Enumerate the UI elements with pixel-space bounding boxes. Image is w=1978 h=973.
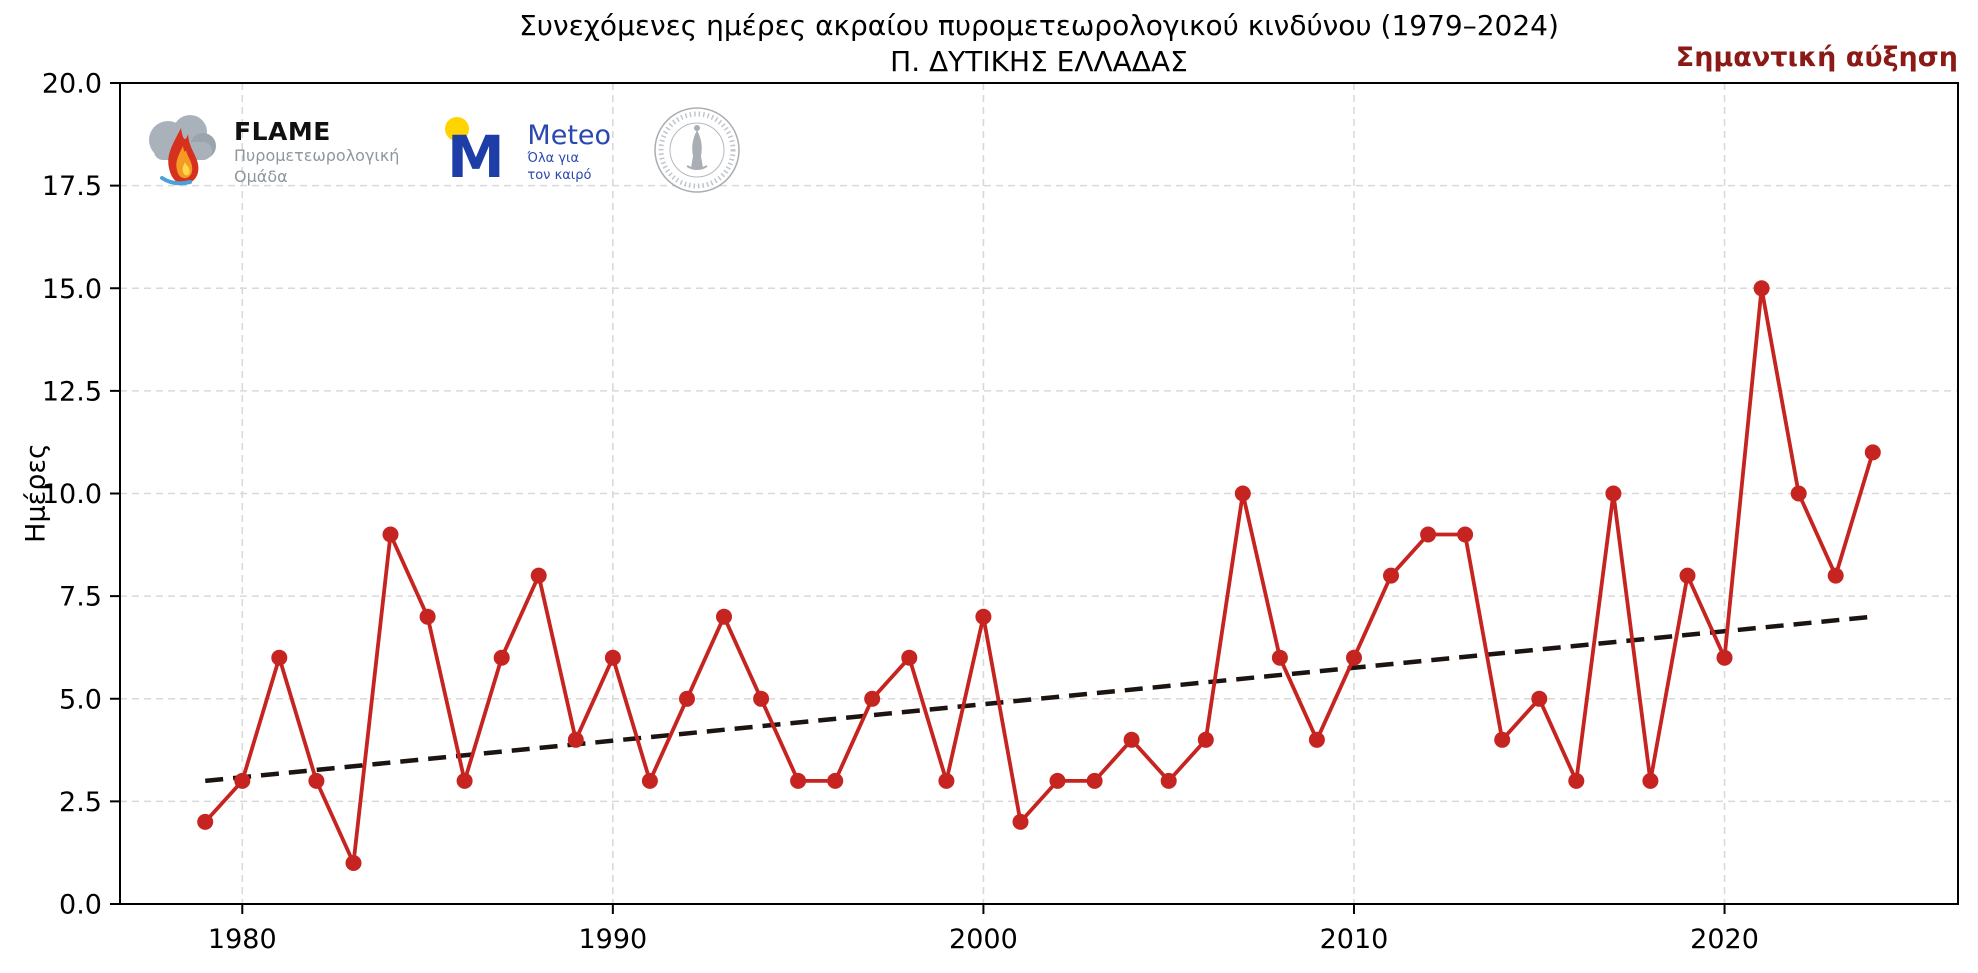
data-point bbox=[790, 772, 807, 789]
y-axis-ticks: 0.0 2.5 5.0 7.5 10.0 12.5 15.0 17.5 20.0 bbox=[42, 69, 120, 921]
data-point bbox=[1494, 731, 1511, 748]
y-tick-label: 7.5 bbox=[59, 582, 102, 613]
data-point bbox=[1234, 485, 1251, 502]
data-point bbox=[345, 855, 362, 871]
data-point bbox=[1642, 772, 1659, 789]
y-tick-label: 12.5 bbox=[42, 376, 102, 407]
data-point bbox=[1308, 731, 1325, 748]
data-point bbox=[197, 813, 214, 830]
data-point bbox=[1568, 772, 1585, 789]
x-tick-label: 1980 bbox=[208, 924, 277, 955]
series-line bbox=[203, 286, 1875, 865]
data-point bbox=[1605, 485, 1622, 502]
meteo-logo: M Meteo Όλα για τον καιρό bbox=[441, 115, 611, 191]
y-tick-label: 10.0 bbox=[42, 479, 102, 510]
y-tick-label: 15.0 bbox=[42, 274, 102, 305]
y-axis-label: Ημέρες bbox=[20, 443, 52, 543]
chart-subtitle: Π. ΔΥΤΙΚΗΣ ΕΛΛΑΔΑΣ bbox=[890, 45, 1188, 79]
data-point bbox=[1790, 485, 1807, 502]
gridlines bbox=[120, 82, 1958, 905]
data-point bbox=[1457, 526, 1474, 543]
data-point bbox=[1420, 526, 1437, 543]
flame-logo: FLAME Πυρομετεωρολογική Ομάδα bbox=[140, 106, 399, 198]
meteo-logo-tagline2: τον καιρό bbox=[527, 167, 592, 183]
data-point bbox=[1346, 649, 1362, 666]
data-point bbox=[1160, 772, 1177, 789]
data-point bbox=[382, 526, 399, 543]
data-point bbox=[753, 690, 770, 707]
data-point bbox=[864, 690, 881, 707]
meteo-logo-name: Meteo bbox=[527, 120, 612, 152]
series-markers bbox=[197, 280, 1881, 871]
data-point bbox=[604, 649, 621, 666]
x-tick-label: 2000 bbox=[949, 924, 1018, 955]
y-tick-label: 17.5 bbox=[42, 171, 102, 202]
data-point bbox=[1049, 772, 1066, 789]
logo-row: FLAME Πυρομετεωρολογική Ομάδα M Meteo Όλ… bbox=[140, 106, 741, 198]
data-point bbox=[1271, 649, 1288, 666]
chart-title: Συνεχόμενες ημέρες ακραίου πυρομετεωρολο… bbox=[519, 9, 1559, 42]
data-point bbox=[456, 772, 473, 789]
data-point bbox=[1086, 772, 1103, 789]
data-point bbox=[716, 608, 732, 625]
data-point bbox=[1531, 690, 1548, 707]
data-point bbox=[308, 772, 325, 789]
meteo-logo-icon: M bbox=[441, 115, 515, 191]
y-tick-label: 20.0 bbox=[42, 69, 102, 100]
flame-logo-sub2: Ομάδα bbox=[234, 166, 288, 186]
data-point bbox=[493, 649, 510, 666]
flame-logo-text: FLAME Πυρομετεωρολογική Ομάδα bbox=[234, 117, 399, 188]
x-tick-label: 2010 bbox=[1320, 924, 1389, 955]
y-tick-label: 0.0 bbox=[59, 890, 102, 921]
trend-annotation: Σημαντική αύξηση bbox=[1675, 42, 1958, 73]
data-point bbox=[1012, 813, 1029, 830]
data-point bbox=[901, 649, 918, 666]
flame-logo-sub1: Πυρομετεωρολογική bbox=[234, 145, 400, 165]
data-point bbox=[271, 649, 288, 666]
flame-logo-icon bbox=[140, 106, 222, 198]
data-point bbox=[530, 567, 547, 584]
data-point bbox=[1753, 280, 1770, 297]
data-point bbox=[1383, 567, 1399, 584]
data-point bbox=[1827, 567, 1844, 584]
title-block: Συνεχόμενες ημέρες ακραίου πυρομετεωρολο… bbox=[120, 8, 1958, 81]
x-tick-label: 2020 bbox=[1690, 924, 1759, 955]
meteo-logo-text: Meteo Όλα για τον καιρό bbox=[527, 120, 611, 184]
data-point bbox=[938, 772, 955, 789]
y-tick-label: 2.5 bbox=[59, 787, 102, 818]
data-point bbox=[679, 690, 695, 707]
data-point bbox=[567, 731, 584, 748]
data-point bbox=[1197, 731, 1214, 748]
x-axis-ticks: 1980 1990 2000 2010 2020 bbox=[208, 904, 1759, 955]
data-point bbox=[975, 608, 992, 625]
data-point bbox=[1123, 731, 1140, 748]
data-point bbox=[1679, 567, 1696, 584]
data-point bbox=[1864, 444, 1881, 461]
observatory-seal bbox=[653, 106, 741, 198]
x-tick-label: 1990 bbox=[578, 924, 647, 955]
meteo-logo-tagline1: Όλα για bbox=[527, 151, 580, 167]
data-point bbox=[234, 772, 251, 789]
flame-logo-name: FLAME bbox=[234, 116, 331, 146]
data-point bbox=[641, 772, 658, 789]
data-point bbox=[419, 608, 436, 625]
data-point bbox=[1716, 649, 1733, 666]
y-tick-label: 5.0 bbox=[59, 684, 102, 715]
data-point bbox=[827, 772, 844, 789]
observatory-seal-icon bbox=[653, 106, 741, 198]
svg-text:M: M bbox=[447, 123, 505, 185]
